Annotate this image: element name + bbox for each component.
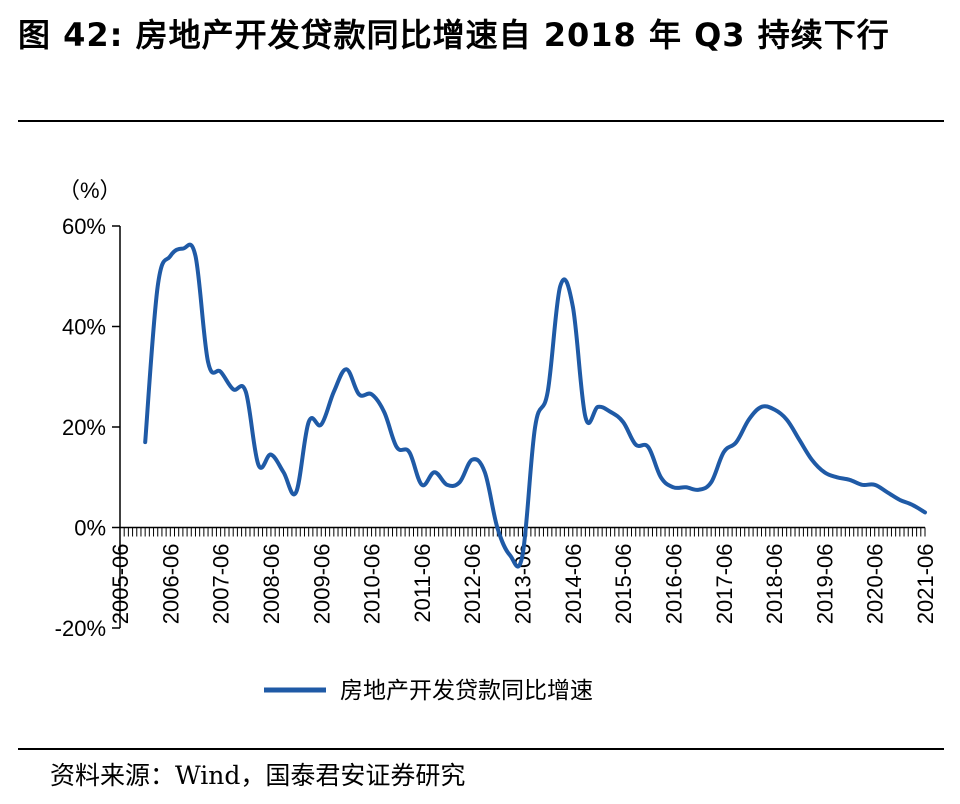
y-tick-label: -20%: [55, 616, 106, 641]
x-tick-label: 2015-06: [611, 544, 636, 625]
x-tick-label: 2020-06: [863, 544, 888, 625]
series-layer: [143, 242, 927, 569]
y-tick-label: 20%: [62, 415, 106, 440]
figure-title: 图 42: 房地产开发贷款同比增速自 2018 年 Q3 持续下行: [18, 16, 890, 54]
x-tick-label: 2009-06: [309, 544, 334, 625]
x-tick-label: 2016-06: [661, 544, 686, 625]
legend-label: 房地产开发贷款同比增速: [340, 678, 593, 704]
x-tick-label: 2021-06: [913, 544, 938, 625]
x-tick-label: 2007-06: [209, 544, 234, 625]
y-axis-unit-label: （%）: [58, 178, 122, 203]
source-note: 资料来源：Wind，国泰君安证券研究: [50, 761, 466, 790]
series-line: [143, 242, 927, 569]
x-tick-label: 2010-06: [360, 544, 385, 625]
x-tick-label: 2017-06: [712, 544, 737, 625]
x-tick-label: 2018-06: [762, 544, 787, 625]
y-tick-label: 60%: [62, 214, 106, 239]
x-tick-label: 2012-06: [460, 544, 485, 625]
x-tick-label: 2008-06: [259, 544, 284, 625]
x-tick-label: 2005-06: [108, 544, 133, 625]
y-axis: -20% 0% 20% 40% 60%: [55, 214, 121, 641]
x-axis: 2005-06 2006-06 2007-06 2008-06 2009-06 2010-…: [108, 526, 938, 625]
x-tick-label: 2006-06: [158, 544, 183, 625]
legend: 房地产开发贷款同比增速: [264, 678, 593, 704]
x-tick-label: 2019-06: [812, 544, 837, 625]
line-chart: （%） -20% 0% 20% 40% 60% 2005-06 2006-06 2007-0…: [55, 178, 938, 704]
y-tick-label: 40%: [62, 315, 106, 340]
source-rule: [18, 748, 944, 750]
title-rule: [18, 120, 944, 122]
x-tick-label: 2014-06: [561, 544, 586, 625]
x-tick-label: 2011-06: [410, 544, 435, 623]
y-tick-label: 0%: [74, 516, 106, 541]
